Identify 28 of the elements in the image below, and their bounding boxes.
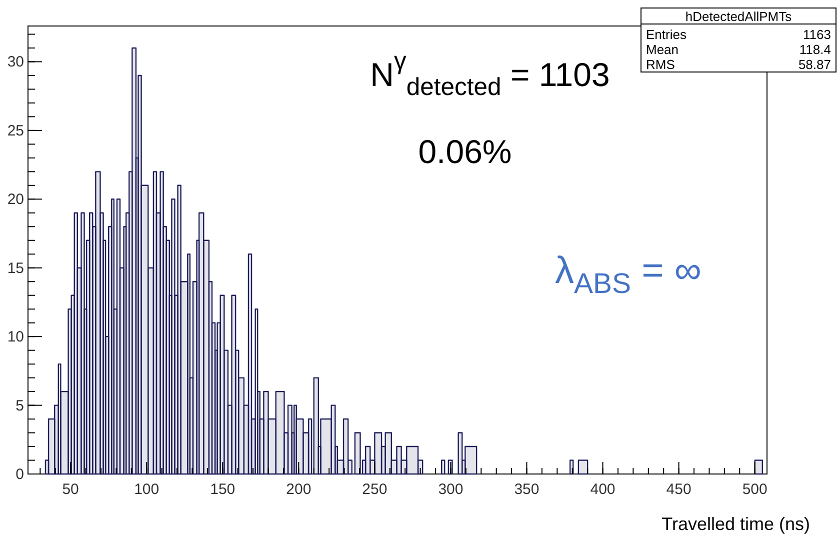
x-tick-label: 400 <box>590 481 616 498</box>
y-tick-label: 15 <box>7 260 24 277</box>
y-tick-label: 5 <box>16 397 24 414</box>
annotation: RMS <box>646 57 676 72</box>
annotation: 0.06% <box>418 133 512 170</box>
x-tick-label: 100 <box>134 481 160 498</box>
annotation: N$^{γ}$$_{detected}$ = 1103 <box>370 48 610 101</box>
y-tick-label: 10 <box>7 328 24 346</box>
x-tick-label: 200 <box>286 481 312 498</box>
x-tick-label: 500 <box>742 481 768 498</box>
x-tick-label: 50 <box>62 481 79 498</box>
x-tick-label: 450 <box>666 481 692 498</box>
y-tick-label: 25 <box>7 122 24 140</box>
x-tick-label: 350 <box>514 481 540 498</box>
y-tick-label: 20 <box>7 191 24 208</box>
x-tick-label: 250 <box>362 481 388 498</box>
text: 118.4 <box>799 42 831 57</box>
text: 1163 <box>803 27 831 42</box>
text: 58.87 <box>798 57 831 72</box>
x-axis-title: Travelled time (ns) <box>662 514 810 534</box>
annotation: λ$_{ABS}$ = ∞ <box>555 250 702 300</box>
chart-title: hDetectedAllPMTs <box>685 9 792 24</box>
y-tick-label: 30 <box>7 54 24 71</box>
x-tick-label: 150 <box>210 481 236 498</box>
annotation: Mean <box>646 42 679 57</box>
x-tick-label: 300 <box>438 481 464 498</box>
annotation: Entries <box>646 27 687 42</box>
y-tick-label: 0 <box>16 466 24 483</box>
